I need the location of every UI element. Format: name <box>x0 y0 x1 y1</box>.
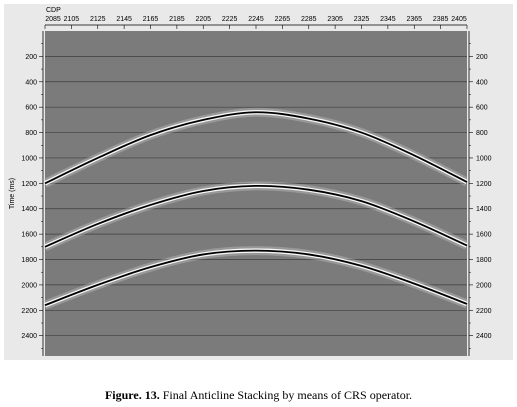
y-tick-label-right: 1800 <box>476 257 492 264</box>
x-tick-label: 2385 <box>433 16 449 23</box>
x-tick-label: 2205 <box>195 16 211 23</box>
y-tick-label-right: 1400 <box>476 206 492 213</box>
y-tick-label-left: 2400 <box>21 333 37 340</box>
y-tick-label-left: 200 <box>25 54 37 61</box>
y-tick-label-left: 1200 <box>21 181 37 188</box>
x-tick-label: 2245 <box>248 16 264 23</box>
y-tick-label-right: 2200 <box>476 308 492 315</box>
x-tick-label: 2365 <box>406 16 422 23</box>
y-tick-label-left: 2000 <box>21 282 37 289</box>
x-tick-label: 2165 <box>143 16 159 23</box>
figure-caption: Figure. 13. Final Anticline Stacking by … <box>0 388 517 403</box>
y-tick-label-left: 600 <box>25 105 37 112</box>
x-tick-label: 2125 <box>90 16 106 23</box>
y-tick-label-left: 2200 <box>21 308 37 315</box>
x-axis-title: CDP <box>46 7 61 14</box>
x-tick-label: 2265 <box>275 16 291 23</box>
y-tick-label-right: 400 <box>476 79 488 86</box>
x-tick-label: 2305 <box>327 16 343 23</box>
y-tick-label-right: 1200 <box>476 181 492 188</box>
x-tick-label: 2345 <box>380 16 396 23</box>
x-tick-label: 2085 <box>45 16 61 23</box>
y-tick-label-right: 2400 <box>476 333 492 340</box>
seismic-plot: CDP 2085 2105 2125 2145 2165 2185 2205 2225 2245 2… <box>9 7 492 356</box>
reflector-line-1 <box>44 111 468 185</box>
y-tick-label-left: 800 <box>25 130 37 137</box>
seismic-section-figure: CDP 2085 2105 2125 2145 2165 2185 2205 2225 2245 2… <box>4 4 513 360</box>
y-tick-label-right: 1000 <box>476 155 492 162</box>
reflector-line-2 <box>44 184 468 248</box>
caption-text: Final Anticline Stacking by means of CRS… <box>159 388 413 402</box>
x-tick-label: 2105 <box>64 16 80 23</box>
x-tick-label: 2225 <box>222 16 238 23</box>
y-tick-label-left: 1400 <box>21 206 37 213</box>
y-tick-label-right: 1600 <box>476 232 492 239</box>
x-tick-label: 2185 <box>169 16 185 23</box>
y-tick-label-left: 1000 <box>21 155 37 162</box>
y-tick-label-left: 1600 <box>21 232 37 239</box>
x-tick-label: 2405 <box>451 16 467 23</box>
y-tick-label-left: 400 <box>25 79 37 86</box>
caption-label: Figure. 13. <box>104 388 160 402</box>
y-axis-title: Time (ms) <box>9 178 16 209</box>
y-tick-label-right: 2000 <box>476 282 492 289</box>
x-tick-label: 2285 <box>301 16 317 23</box>
x-tick-label: 2145 <box>116 16 132 23</box>
y-tick-label-right: 200 <box>476 54 488 61</box>
reflector-line-3 <box>44 249 468 307</box>
y-tick-label-right: 800 <box>476 130 488 137</box>
plot-panel <box>45 31 467 356</box>
x-tick-label: 2325 <box>354 16 370 23</box>
y-tick-label-left: 1800 <box>21 257 37 264</box>
y-tick-label-right: 600 <box>476 105 488 112</box>
